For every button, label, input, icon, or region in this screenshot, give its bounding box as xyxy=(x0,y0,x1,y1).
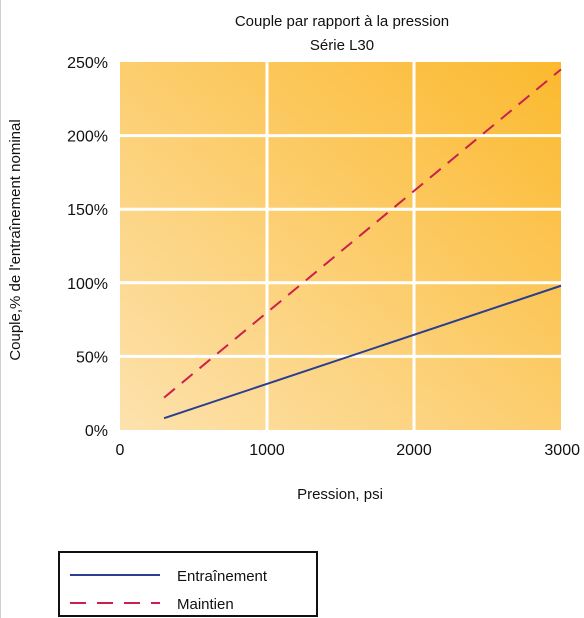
series-lines xyxy=(163,68,562,420)
plot-area xyxy=(120,62,561,430)
grid-lines xyxy=(120,62,561,430)
y-tick-label: 0% xyxy=(85,423,108,440)
legend-label-maintien: Maintien xyxy=(177,596,234,613)
y-tick-labels: 0% 50% 100% 150% 200% 250% xyxy=(67,55,108,440)
x-tick-label: 2000 xyxy=(396,442,432,459)
x-axis-label: Pression, psi xyxy=(297,486,383,503)
y-tick-label: 50% xyxy=(76,349,108,366)
chart-title: Couple par rapport à la pression xyxy=(235,13,449,30)
left-border-rule xyxy=(0,0,1,618)
legend-box xyxy=(58,551,318,617)
legend-label-entrainement: Entraînement xyxy=(177,568,268,585)
y-tick-label: 150% xyxy=(67,202,108,219)
chart-subtitle: Série L30 xyxy=(310,37,374,54)
y-tick-label: 100% xyxy=(67,276,108,293)
x-tick-labels: 0 1000 2000 3000 xyxy=(116,442,581,459)
series-line-entrainement xyxy=(163,284,562,420)
y-axis-label: Couple,% de l'entraînement nominal xyxy=(7,119,24,360)
x-tick-label: 3000 xyxy=(544,442,580,459)
y-tick-label: 200% xyxy=(67,129,108,146)
series-line-maintien xyxy=(163,68,562,399)
legend: Entraînement Maintien xyxy=(58,551,318,617)
x-tick-label: 0 xyxy=(116,442,125,459)
y-tick-label: 250% xyxy=(67,55,108,72)
x-tick-label: 1000 xyxy=(249,442,285,459)
